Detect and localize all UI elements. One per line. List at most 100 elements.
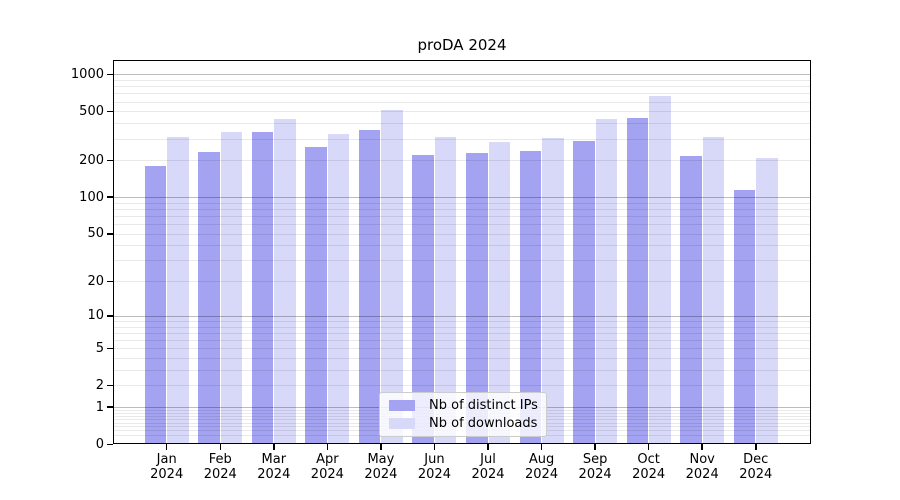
bar-distinct-ips	[305, 147, 327, 444]
x-tick-mark	[380, 444, 382, 450]
bar-downloads	[167, 136, 189, 444]
chart-title: proDA 2024	[417, 36, 507, 54]
x-tick-label: Dec 2024	[729, 452, 783, 482]
y-tick-label: 1	[95, 399, 104, 415]
x-tick-label: Mar 2024	[247, 452, 301, 482]
gridline-minor	[113, 281, 811, 283]
bar-downloads	[702, 136, 725, 444]
y-tick-label: 50	[87, 226, 104, 242]
bar-downloads	[542, 137, 564, 444]
gridline-minor	[113, 321, 811, 322]
bar-distinct-ips	[466, 152, 488, 444]
gridline-minor	[113, 358, 811, 360]
gridline-minor	[113, 123, 811, 125]
x-tick-label: Jan 2024	[140, 452, 194, 482]
legend-item-downloads: Nb of downloads	[389, 416, 546, 431]
x-tick-mark	[647, 444, 650, 450]
gridline-minor	[113, 111, 811, 113]
bar-distinct-ips	[733, 190, 756, 444]
bar-distinct-ips	[573, 141, 595, 444]
legend-item-distinct-ips: Nb of distinct IPs	[389, 398, 546, 413]
x-tick-mark	[487, 444, 489, 450]
x-tick-month: Apr	[316, 452, 339, 467]
gridline-minor	[113, 138, 811, 140]
x-tick-mark	[540, 444, 543, 450]
y-tick-mark	[107, 73, 113, 76]
bar-distinct-ips	[412, 155, 434, 444]
x-tick-mark	[755, 444, 757, 450]
x-tick-month: May	[367, 452, 395, 467]
x-tick-label: Oct 2024	[622, 452, 676, 482]
y-tick-label: 1000	[70, 66, 104, 82]
y-tick-mark	[107, 280, 113, 283]
x-tick-month: Mar	[261, 452, 287, 467]
bar-downloads	[220, 132, 243, 444]
bar-downloads	[488, 142, 510, 444]
gridline-minor	[113, 370, 811, 372]
bar-downloads	[649, 95, 671, 444]
y-tick-label: 500	[79, 103, 104, 119]
gridline-minor	[113, 348, 811, 350]
x-tick-month: Nov	[689, 452, 715, 467]
x-tick-label: Sep 2024	[568, 452, 622, 482]
bar-distinct-ips	[358, 129, 381, 444]
y-tick-label: 10	[87, 308, 104, 324]
y-tick-mark	[107, 384, 113, 387]
x-tick-month: Sep	[582, 452, 608, 467]
gridline-minor	[113, 233, 811, 235]
x-tick-label: Feb 2024	[193, 452, 247, 482]
bar-distinct-ips	[198, 151, 220, 444]
x-tick-year: 2024	[257, 467, 291, 482]
gridline-minor	[113, 208, 811, 210]
bar-distinct-ips	[144, 165, 167, 444]
x-tick-label: Aug 2024	[515, 452, 569, 482]
bar-distinct-ips	[626, 118, 649, 444]
bar-downloads	[756, 158, 778, 444]
x-tick-label: May 2024	[354, 452, 408, 482]
x-tick-mark	[433, 444, 436, 450]
y-tick-mark	[107, 233, 113, 235]
y-tick-mark	[107, 196, 113, 198]
gridline-major	[113, 315, 811, 317]
x-tick-year: 2024	[739, 467, 773, 482]
x-tick-year: 2024	[471, 467, 505, 482]
gridline-minor	[113, 340, 811, 342]
gridline-minor	[113, 79, 811, 81]
legend-swatch-distinct-ips	[389, 400, 415, 411]
x-tick-month: Aug	[528, 452, 555, 467]
x-tick-year: 2024	[417, 467, 451, 482]
bar-distinct-ips	[680, 155, 702, 444]
y-tick-mark	[107, 443, 113, 446]
x-tick-label: Jun 2024	[407, 452, 461, 482]
x-tick-mark	[701, 444, 703, 450]
bar-distinct-ips	[251, 132, 274, 444]
x-tick-mark	[219, 444, 221, 450]
x-tick-label: Apr 2024	[300, 452, 354, 482]
gridline-minor	[113, 260, 811, 262]
y-tick-mark	[107, 406, 113, 408]
x-tick-month: Jul	[480, 452, 496, 467]
x-tick-mark	[165, 444, 168, 450]
gridline-minor	[113, 385, 811, 387]
legend-label-distinct-ips: Nb of distinct IPs	[429, 398, 538, 413]
x-tick-month: Jun	[424, 452, 445, 467]
x-tick-year: 2024	[203, 467, 237, 482]
y-tick-label: 0	[95, 436, 104, 452]
y-tick-mark	[107, 110, 113, 113]
x-tick-year: 2024	[364, 467, 398, 482]
gridline-minor	[113, 332, 811, 334]
bar-distinct-ips	[519, 150, 542, 444]
y-tick-label: 20	[87, 273, 104, 289]
x-tick-year: 2024	[525, 467, 559, 482]
bar-downloads	[595, 119, 618, 444]
y-tick-label: 2	[95, 377, 104, 393]
x-tick-year: 2024	[578, 467, 612, 482]
x-tick-year: 2024	[685, 467, 719, 482]
gridline-minor	[113, 224, 811, 226]
x-tick-month: Dec	[743, 452, 769, 467]
x-tick-mark	[594, 444, 596, 450]
gridline-minor	[113, 245, 811, 247]
x-tick-year: 2024	[310, 467, 344, 482]
gridline-minor	[113, 216, 811, 218]
